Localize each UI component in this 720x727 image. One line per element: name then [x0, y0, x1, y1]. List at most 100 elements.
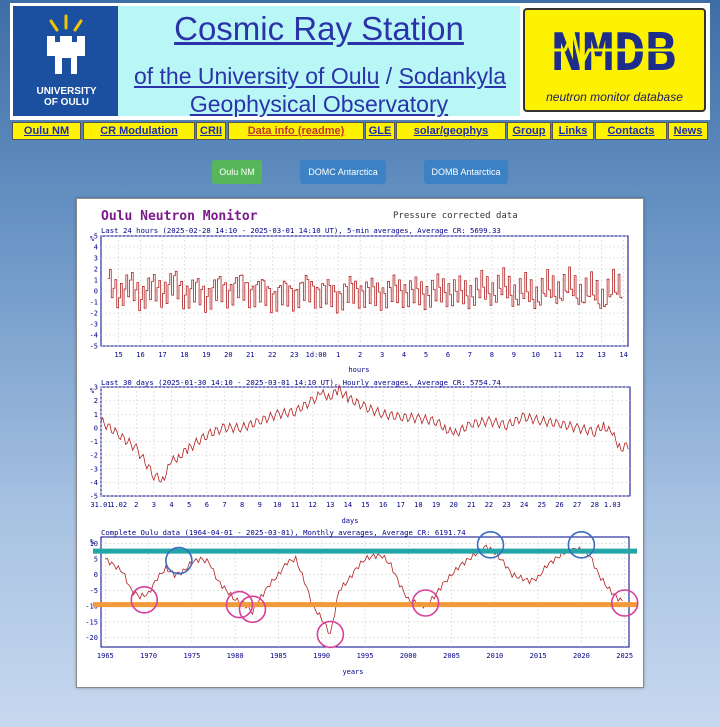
panel-1-xtick-label: 21 [246, 351, 254, 359]
panel-3-ytick-label: 10 [90, 540, 98, 548]
panel-2-ytick-label: 3 [94, 384, 98, 392]
station-button-domb[interactable]: DOMB Antarctica [424, 160, 508, 184]
chart-note: Pressure corrected data [393, 211, 518, 221]
panel-1-xtick-label: 11 [554, 351, 562, 359]
panel-3-xtick-label: 1990 [313, 652, 330, 660]
panel-3-xtick-label: 2020 [573, 652, 590, 660]
logo-line-1: UNIVERSITY [36, 86, 97, 97]
panel-1-xtick-label: 9 [512, 351, 516, 359]
panel-1-xtick-label: 12 [575, 351, 583, 359]
nav-crii[interactable]: CRII [196, 122, 226, 140]
panel-2-xtick-label: 20 [449, 501, 457, 509]
panel-2-xtick-label: 19 [432, 501, 440, 509]
blue-maximum-circle [476, 531, 505, 559]
panel-3-ylabel: % [90, 538, 95, 546]
panel-1-xtick-label: 16 [136, 351, 144, 359]
site-title-link[interactable]: Cosmic Ray Station [174, 10, 464, 47]
nav-solar-geophys[interactable]: solar/geophys [396, 122, 506, 140]
panel-2-xtick-label: 1.02 [110, 501, 127, 509]
panel-1-xtick-label: 8 [490, 351, 494, 359]
panel-1-frame [100, 235, 629, 347]
pink-minimum-circle [411, 589, 440, 617]
panel-1-xtick-label: 1 [336, 351, 340, 359]
panel-1-xtick-label: 18 [180, 351, 188, 359]
nav-gle[interactable]: GLE [365, 122, 395, 140]
nav-oulu-nm[interactable]: Oulu NM [12, 122, 81, 140]
panel-2-ytick-label: 1 [94, 411, 98, 419]
panel-2-xtick-label: 12 [308, 501, 316, 509]
panel-1-xtick-label: 22 [268, 351, 276, 359]
nmdb-subtitle: neutron monitor database [546, 90, 683, 104]
nav-links[interactable]: Links [552, 122, 594, 140]
panel-2-xtick-label: 10 [273, 501, 281, 509]
panel-1-xtick-label: 14 [619, 351, 627, 359]
pink-minimum-circle [130, 586, 159, 614]
panel-2-xtick-label: 4 [169, 501, 173, 509]
panel-2-ytick-label: 0 [94, 424, 98, 432]
observatory-link[interactable]: Geophysical Observatory [189, 91, 449, 117]
pink-minimum-circle [610, 589, 639, 617]
panel-1-ytick-label: -1 [90, 299, 98, 307]
panel-2-xtick-label: 2 [134, 501, 138, 509]
panel-3-ytick-label: -10 [85, 603, 98, 611]
tower-emblem-icon [47, 14, 85, 74]
panel-3-xtick-label: 1970 [140, 652, 157, 660]
university-link[interactable]: of the University of Oulu [133, 63, 380, 89]
panel-1-ytick-label: 5 [94, 233, 98, 241]
university-logo-text: UNIVERSITY OF OULU [13, 86, 120, 108]
panel-3-xtick-label: 1975 [183, 652, 200, 660]
panel-2-xtick-label: 31.01 [90, 501, 111, 509]
panel-1-ytick-label: -5 [90, 343, 98, 351]
nav-news[interactable]: News [668, 122, 708, 140]
station-button-oulu-nm[interactable]: Oulu NM [212, 160, 262, 184]
panel-3-xtick-label: 1980 [227, 652, 244, 660]
panel-1-ytick-label: 4 [94, 244, 98, 252]
panel-2-xtick-label: 25 [538, 501, 546, 509]
panel-2-xtick-label: 27 [573, 501, 581, 509]
logo-line-2: OF OULU [44, 97, 89, 108]
chart-main-title: Oulu Neutron Monitor [101, 209, 258, 224]
nav-data-info[interactable]: Data info (readme) [228, 122, 364, 140]
panel-1-xtick-label: 4 [402, 351, 406, 359]
nmdb-logo-text: NMDB [551, 23, 676, 83]
panel-3-title: Complete Oulu data (1964-04-01 - 2025-03… [101, 528, 466, 537]
panel-1-xtick-label: 15 [114, 351, 122, 359]
panel-2-xlabel: days [342, 517, 359, 525]
panel-2-xtick-label: 18 [414, 501, 422, 509]
nav-cr-modulation[interactable]: CR Modulation [83, 122, 195, 140]
panel-2-xtick-label: 26 [555, 501, 563, 509]
university-of-oulu-logo[interactable]: UNIVERSITY OF OULU [13, 6, 120, 116]
panel-1-xtick-label: 6 [446, 351, 450, 359]
panel-3-xlabel: years [342, 668, 363, 676]
panel-2-title: Last 30 days (2025-01-30 14:10 - 2025-03… [101, 378, 501, 387]
panel-2-xtick-label: 3 [152, 501, 156, 509]
panel-1-xtick-label: 1d:00 [306, 351, 327, 359]
station-button-domc[interactable]: DOMC Antarctica [300, 160, 386, 184]
nav-contacts[interactable]: Contacts [595, 122, 667, 140]
pink-minimum-circle [238, 595, 267, 624]
nav-group[interactable]: Group [507, 122, 551, 140]
panel-1-series-line [107, 266, 623, 314]
panel-1-ytick-label: -3 [90, 321, 98, 329]
panel-2-ytick-label: 2 [94, 397, 98, 405]
panel-2-ytick-label: -4 [90, 479, 98, 487]
panel-2-ytick-label: -2 [90, 452, 98, 460]
panel-3-ytick-label: -5 [90, 587, 98, 595]
panel-3-ytick-label: 0 [94, 571, 98, 579]
panel-1-ytick-label: 0 [94, 288, 98, 296]
sodankyla-link[interactable]: Sodankyla [398, 63, 507, 89]
title-box: Cosmic Ray Station of the University of … [118, 6, 520, 117]
nmdb-wordmark-icon: NMDB [543, 23, 685, 83]
panel-2-xtick-label: 17 [397, 501, 405, 509]
panel-2-xtick-label: 21 [467, 501, 475, 509]
panel-2-xtick-label: 5 [187, 501, 191, 509]
panel-3-ytick-label: -15 [85, 618, 98, 626]
chart-panel: Oulu Neutron Monitor Pressure corrected … [76, 198, 644, 688]
panel-2-series-line [100, 383, 629, 483]
nmdb-logo[interactable]: NMDB neutron monitor database [523, 8, 706, 112]
neutron-monitor-chart: Oulu Neutron Monitor Pressure corrected … [85, 209, 639, 676]
panel-3-xtick-label: 2010 [486, 652, 503, 660]
panel-1-xtick-label: 2 [358, 351, 362, 359]
panel-2-ylabel: % [90, 387, 95, 395]
